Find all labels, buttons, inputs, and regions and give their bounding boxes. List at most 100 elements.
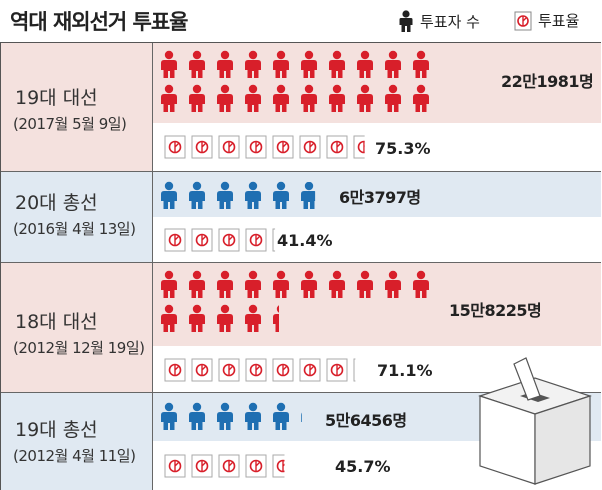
row-label: 19대 대선: [15, 87, 98, 109]
ballot-stamp-icon: [191, 358, 213, 382]
turnout-pictogram: [164, 358, 356, 382]
row-date: (2016월 4월 13일): [13, 220, 136, 238]
row-label: 20대 총선: [15, 192, 98, 214]
turnout-pictogram: [164, 454, 285, 478]
voter-pictogram: [161, 50, 429, 112]
person-icon: [161, 304, 177, 332]
ballot-stamp-icon: [218, 454, 240, 478]
person-icon: [273, 84, 289, 112]
ballot-stamp-icon: [299, 358, 321, 382]
person-icon: [273, 402, 289, 430]
voter-pictogram-area: 6만3797명: [153, 172, 601, 217]
ballot-stamp-icon: [245, 454, 267, 478]
legend-turnout: 투표율: [514, 10, 579, 31]
person-icon: [245, 84, 261, 112]
person-icon: [329, 270, 345, 298]
person-icon: [161, 50, 177, 78]
ballot-stamp-icon: [326, 358, 348, 382]
person-icon: [301, 412, 302, 422]
ballot-stamp-icon: [164, 358, 186, 382]
ballot-stamp-icon: [272, 454, 285, 478]
row-label: 19대 총선: [15, 419, 98, 441]
person-icon: [301, 84, 317, 112]
row-label-cell: 18대 대선 (2012월 12월 19일): [1, 263, 153, 393]
ballot-stamp-icon: [353, 358, 356, 382]
chart-frame: 19대 대선 (2017월 5월 9일) 22만1981명 75.3% 20대 …: [0, 42, 601, 490]
person-icon: [413, 50, 429, 78]
ballot-stamp-icon: [245, 358, 267, 382]
person-icon: [189, 270, 205, 298]
person-icon: [189, 181, 205, 209]
person-icon: [161, 84, 177, 112]
person-icon: [357, 270, 373, 298]
ballot-stamp-icon: [272, 135, 294, 159]
row-date: (2012월 12월 19일): [13, 339, 145, 357]
person-icon: [245, 304, 261, 332]
ballot-stamp-icon: [272, 358, 294, 382]
row-label-cell: 19대 총선 (2012월 4월 11일): [1, 393, 153, 490]
ballot-stamp-icon: [191, 454, 213, 478]
row-label: 18대 대선: [15, 311, 98, 333]
ballot-stamp-icon: [164, 228, 186, 252]
voter-pictogram: [161, 402, 302, 430]
turnout-rate: 75.3%: [375, 139, 431, 158]
row-section: 19대 대선 (2017월 5월 9일) 22만1981명 75.3%: [1, 43, 601, 171]
person-icon: [217, 270, 233, 298]
person-icon: [217, 181, 233, 209]
voter-pictogram: [161, 181, 316, 209]
row-section: 18대 대선 (2012월 12월 19일) 15만8225명 71.1%: [1, 262, 601, 393]
person-icon: [273, 50, 289, 78]
chart-title: 역대 재외선거 투표율: [10, 10, 189, 34]
ballot-stamp-icon: [191, 135, 213, 159]
ballot-stamp-icon: [514, 11, 532, 30]
legend-voters-label: 투표자 수: [420, 12, 480, 31]
turnout-band: 41.4%: [153, 217, 601, 263]
ballot-stamp-icon: [218, 228, 240, 252]
person-icon: [329, 84, 345, 112]
person-icon: [385, 84, 401, 112]
person-icon: [273, 181, 289, 209]
person-icon: [245, 270, 261, 298]
ballot-stamp-icon: [326, 135, 348, 159]
person-icon: [385, 50, 401, 78]
ballot-stamp-icon: [272, 228, 276, 252]
ballot-stamp-icon: [353, 135, 365, 159]
turnout-pictogram: [164, 135, 365, 159]
voter-count: 22만1981명: [501, 72, 594, 91]
ballot-stamp-icon: [164, 135, 186, 159]
row-date: (2017월 5월 9일): [13, 115, 127, 133]
voter-pictogram-area: 22만1981명: [153, 43, 601, 123]
turnout-rate: 45.7%: [335, 457, 391, 476]
row-section: 20대 총선 (2016월 4월 13일) 6만3797명 41.4%: [1, 171, 601, 263]
person-icon: [217, 84, 233, 112]
person-icon: [161, 270, 177, 298]
turnout-rate: 41.4%: [277, 231, 333, 250]
person-icon: [301, 50, 317, 78]
legend-turnout-label: 투표율: [538, 12, 580, 30]
ballot-stamp-icon: [218, 135, 240, 159]
person-icon: [273, 270, 289, 298]
row-date: (2012월 4월 11일): [13, 447, 136, 465]
row-label-cell: 19대 대선 (2017월 5월 9일): [1, 43, 153, 171]
person-icon: [161, 181, 177, 209]
person-icon: [189, 84, 205, 112]
ballot-box-icon: [478, 357, 592, 485]
person-icon: [217, 304, 233, 332]
turnout-band: 75.3%: [153, 123, 601, 171]
header: 역대 재외선거 투표율 투표자 수 투표율: [0, 0, 602, 42]
person-icon: [399, 10, 413, 32]
turnout-rate: 71.1%: [377, 361, 433, 380]
person-icon: [217, 50, 233, 78]
row-label-cell: 20대 총선 (2016월 4월 13일): [1, 172, 153, 263]
person-icon: [217, 402, 233, 430]
ballot-stamp-icon: [218, 358, 240, 382]
voter-pictogram-area: 15만8225명: [153, 263, 601, 346]
person-icon: [189, 304, 205, 332]
person-icon: [357, 84, 373, 112]
voter-count: 6만3797명: [339, 188, 421, 207]
person-icon: [385, 270, 401, 298]
ballot-stamp-icon: [191, 228, 213, 252]
ballot-stamp-icon: [245, 135, 267, 159]
ballot-stamp-icon: [164, 454, 186, 478]
person-icon: [413, 84, 429, 112]
